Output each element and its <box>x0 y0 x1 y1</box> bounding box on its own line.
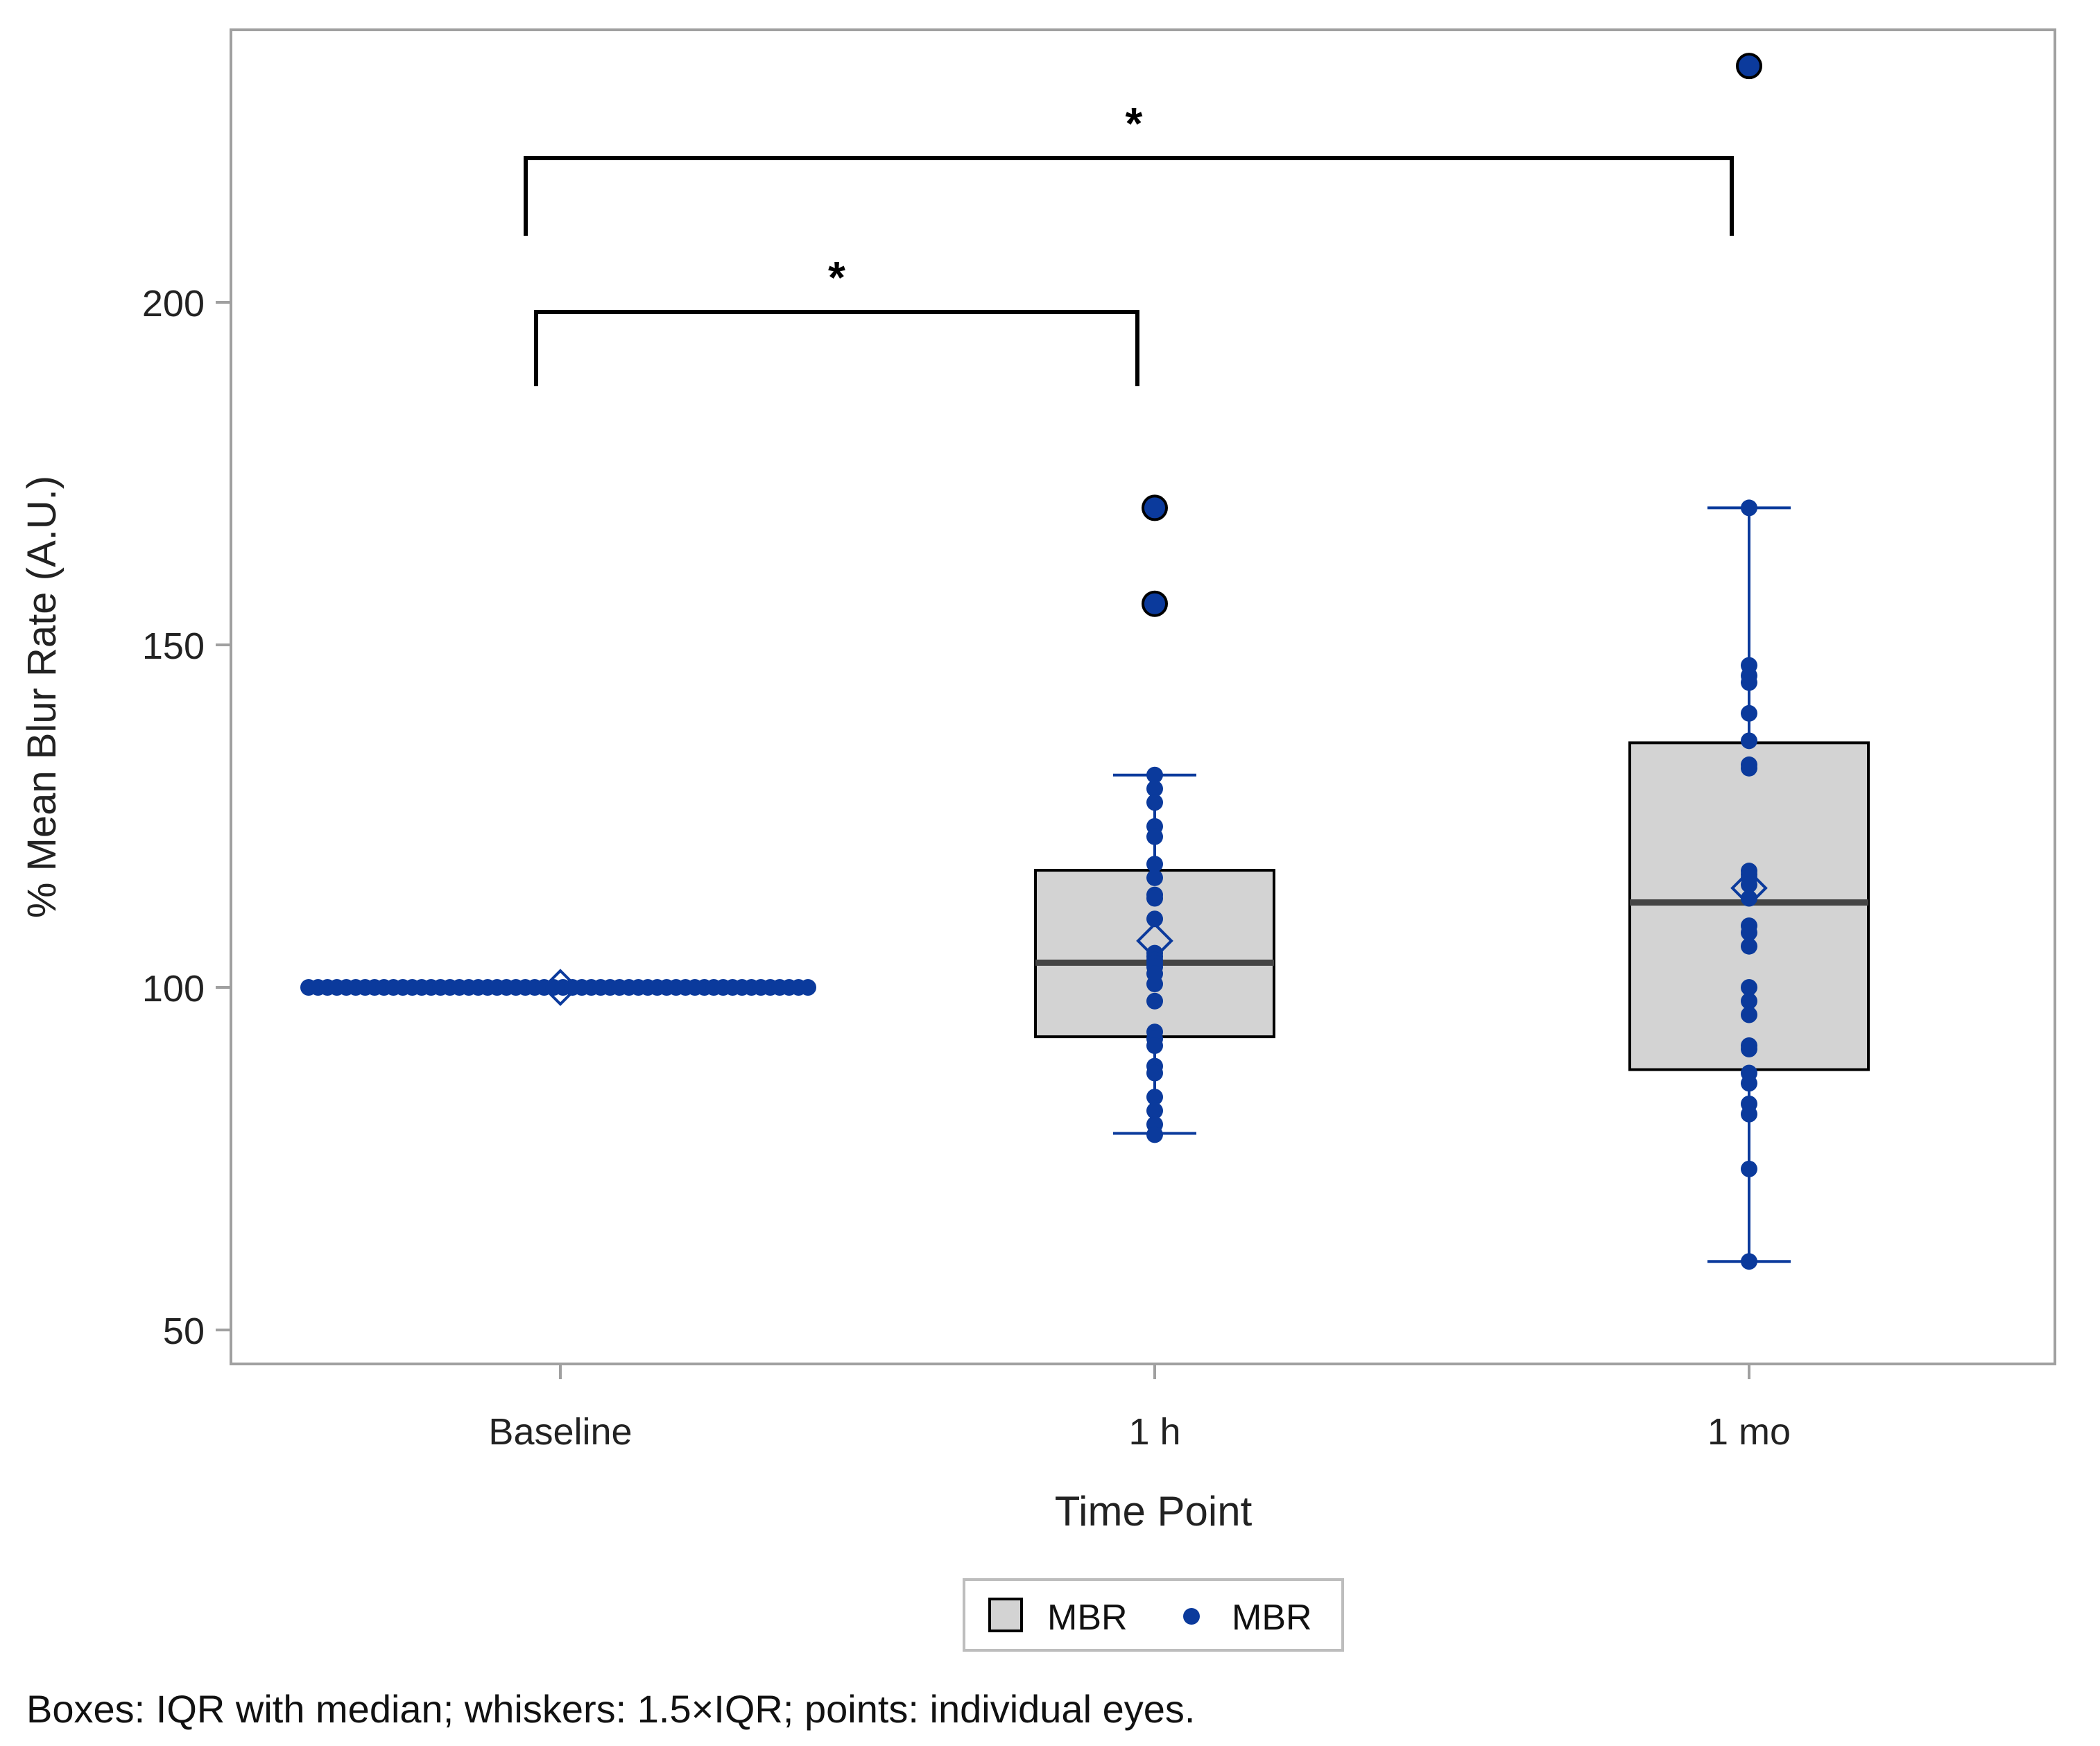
data-point <box>1741 1253 1757 1270</box>
data-point <box>1146 992 1163 1010</box>
data-point <box>1741 705 1757 722</box>
points-1-h <box>1146 766 1163 1143</box>
y-tick-label: 100 <box>142 968 205 1010</box>
outliers-1-mo <box>1736 53 1762 80</box>
x-axis: Baseline 1 h 1 mo <box>488 1364 1791 1453</box>
bracket-baseline-1-h: * <box>534 252 1139 386</box>
data-point <box>1146 1037 1163 1054</box>
data-point <box>1741 1040 1757 1057</box>
bracket-line <box>534 310 1139 386</box>
outlier-point <box>1142 590 1168 617</box>
plot-frame <box>230 28 2056 1365</box>
significance-label: * <box>828 252 845 302</box>
y-tick-label: 150 <box>142 625 205 667</box>
data-point <box>1146 828 1163 845</box>
points <box>300 53 1762 1270</box>
data-point <box>1146 910 1163 928</box>
outlier-point <box>1736 53 1762 80</box>
x-axis-label: Time Point <box>1055 1488 1253 1535</box>
data-point <box>1146 766 1163 784</box>
x-tick-label: 1 mo <box>1707 1411 1791 1453</box>
data-point <box>1741 499 1757 517</box>
x-tick-label: Baseline <box>488 1411 632 1453</box>
legend-label-box: MBR <box>1047 1598 1128 1638</box>
points-baseline <box>300 979 816 996</box>
data-point <box>1146 1102 1163 1119</box>
data-point <box>1146 794 1163 811</box>
y-axis-label: % Mean Blur Rate (A.U.) <box>19 476 64 918</box>
points-1-mo <box>1741 499 1757 1270</box>
data-point <box>1741 937 1757 955</box>
data-point <box>1146 976 1163 993</box>
legend-label-point: MBR <box>1232 1598 1312 1638</box>
data-point <box>1741 732 1757 750</box>
y-tick-label: 50 <box>163 1311 205 1352</box>
data-point <box>1741 674 1757 691</box>
y-tick-label: 200 <box>142 283 205 325</box>
data-point <box>1146 856 1163 873</box>
data-point <box>1741 876 1757 893</box>
data-point <box>1146 869 1163 886</box>
data-point <box>1146 1089 1163 1106</box>
footnote: Boxes: IQR with median; whiskers: 1.5×IQ… <box>26 1687 1196 1731</box>
data-point <box>1146 1064 1163 1082</box>
boxes <box>542 506 1870 1263</box>
data-point <box>800 979 816 996</box>
data-point <box>1146 1126 1163 1143</box>
data-point <box>1741 759 1757 777</box>
bracket-line <box>524 156 1734 236</box>
significance-brackets: ** <box>524 98 1734 386</box>
outlier-point <box>1142 494 1168 521</box>
x-tick-label: 1 h <box>1128 1411 1180 1453</box>
legend-frame <box>963 1578 1344 1652</box>
data-point <box>1741 1105 1757 1123</box>
legend-point-swatch <box>1183 1608 1200 1625</box>
outliers-1-h <box>1142 494 1168 617</box>
data-point <box>1146 780 1163 797</box>
y-axis: 50 100 150 200 <box>142 283 231 1352</box>
data-point <box>1741 992 1757 1010</box>
data-point <box>1741 924 1757 941</box>
significance-label: * <box>1126 98 1143 148</box>
data-point <box>1741 979 1757 996</box>
bracket-baseline-1-mo: * <box>524 98 1734 236</box>
data-point <box>1741 890 1757 907</box>
legend-box-swatch <box>988 1598 1023 1632</box>
data-point <box>1146 890 1163 907</box>
data-point <box>1741 1075 1757 1092</box>
data-point <box>1741 1160 1757 1177</box>
legend: MBR MBR <box>963 1578 1344 1652</box>
data-point <box>1741 1006 1757 1023</box>
